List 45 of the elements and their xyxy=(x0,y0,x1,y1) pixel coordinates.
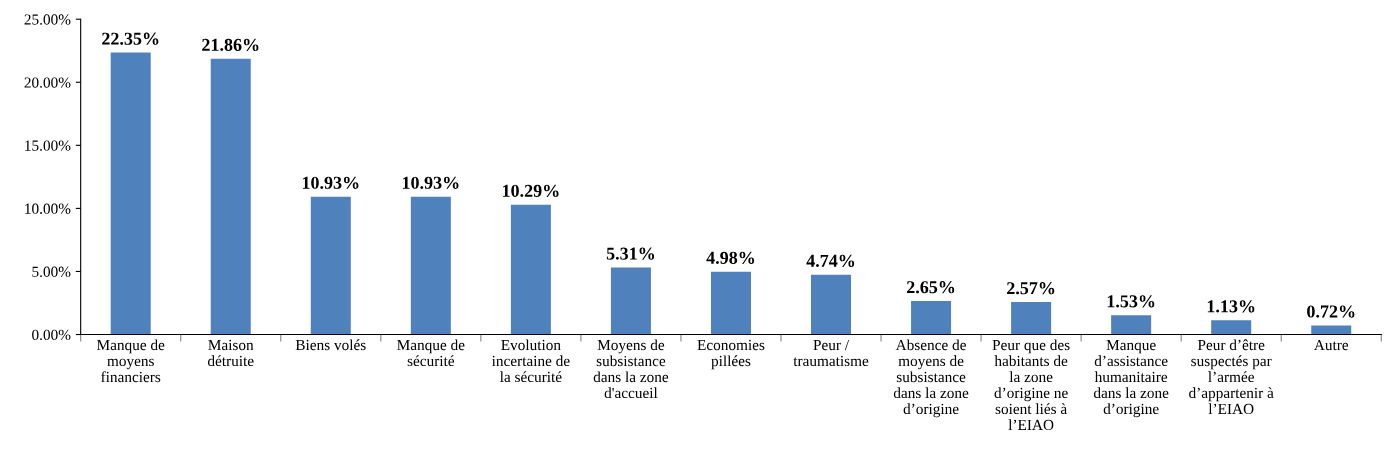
x-tick-label: Manque d’assistance humanitaire dans la zone d’origine xyxy=(1093,339,1169,418)
bar xyxy=(1211,320,1252,335)
data-label: 2.57% xyxy=(1007,282,1055,295)
bar xyxy=(410,196,451,335)
data-label: 1.13% xyxy=(1207,300,1255,313)
x-tick-label: Peur d’être suspectés par l’armée d’appartenir à l’EIAO xyxy=(1189,339,1274,415)
data-label: 10.29% xyxy=(502,184,559,197)
bar xyxy=(1011,302,1052,335)
bar xyxy=(1111,315,1152,335)
data-label: 2.65% xyxy=(906,281,955,294)
bar xyxy=(1311,325,1352,335)
x-tick-label: Maison détruite xyxy=(207,339,254,367)
data-label: 5.31% xyxy=(606,247,655,260)
x-tick-label: Moyens de subsistance dans la zone d'accueil xyxy=(593,339,669,399)
x-tick-label: Peur que des habitants de la zone d’origine ne soient liés à l’EIAO xyxy=(992,339,1070,431)
y-tick-label: 10.00% xyxy=(25,203,71,214)
bar xyxy=(710,271,751,335)
bar xyxy=(610,267,651,335)
data-label: 21.86% xyxy=(202,38,259,52)
y-tick-label: 0.00% xyxy=(32,329,71,341)
x-tick-label: Manque de moyens financiers xyxy=(96,339,165,383)
data-label: 10.93% xyxy=(402,176,459,189)
y-tick-label: 25.00% xyxy=(24,14,71,25)
y-tick-label: 20.00% xyxy=(24,77,71,88)
data-label: 22.35% xyxy=(102,32,159,45)
data-label: 4.98% xyxy=(706,251,755,264)
bar xyxy=(811,274,852,335)
bar xyxy=(210,58,251,335)
x-tick-label: Evolution incertaine de la sécurité xyxy=(491,339,570,383)
x-tick-label: Autre xyxy=(1314,339,1349,351)
x-tick-label: Biens volés xyxy=(295,339,366,351)
x-tick-label: Economies pillées xyxy=(697,339,765,370)
bar xyxy=(510,204,551,335)
data-label: 10.93% xyxy=(302,176,359,189)
data-label: 4.74% xyxy=(806,254,855,267)
data-label: 0.72% xyxy=(1307,305,1355,318)
x-tick-label: Absence de moyens de subsistance dans la zone d’origine xyxy=(893,339,969,418)
bar xyxy=(911,301,952,335)
x-tick-label: Peur / traumatisme xyxy=(793,339,869,367)
data-label: 1.53% xyxy=(1107,295,1155,308)
bar xyxy=(310,196,351,335)
y-tick-label: 15.00% xyxy=(25,140,71,151)
bar xyxy=(110,52,151,335)
x-tick-label: Manque de sécurité xyxy=(397,339,465,367)
y-tick-label: 5.00% xyxy=(32,266,71,277)
